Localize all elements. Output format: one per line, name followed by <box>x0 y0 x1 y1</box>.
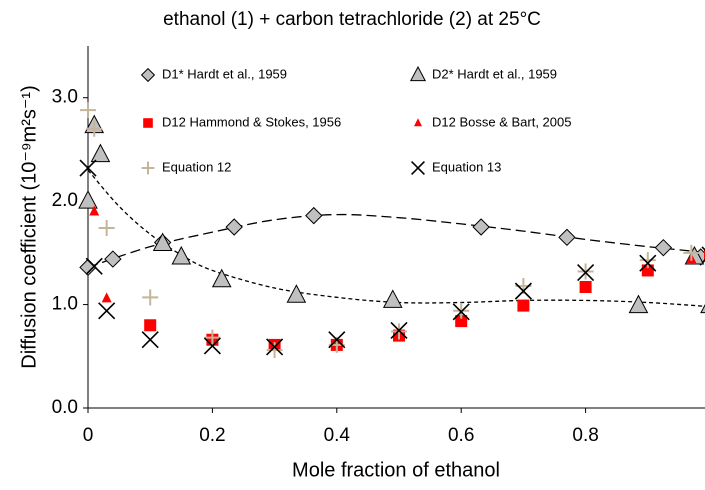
y-tick-label: 0.0 <box>52 397 78 418</box>
x-point <box>203 337 221 355</box>
x-point <box>79 159 97 177</box>
triangle-point <box>700 303 705 314</box>
x-point <box>639 254 657 272</box>
x-point <box>390 321 408 339</box>
triangle-point <box>628 294 649 314</box>
legend-label: D2* Hardt et al., 1959 <box>432 66 557 81</box>
plus-point <box>86 120 103 137</box>
legend-marker <box>409 65 427 82</box>
x-point <box>514 282 532 300</box>
plus-point <box>204 329 221 346</box>
plus-point <box>683 244 700 261</box>
legend-label: D1* Hardt et al., 1959 <box>162 66 287 81</box>
triangle-point <box>78 190 98 209</box>
x-point <box>577 263 595 282</box>
fit-curve <box>87 213 705 268</box>
x-axis-label: Mole fraction of ethanol <box>292 459 500 481</box>
plus-point <box>142 289 159 306</box>
legend-marker <box>143 118 153 128</box>
legend-label: D12 Bosse & Bart, 2005 <box>432 114 571 129</box>
legend-marker <box>141 161 155 175</box>
triangle-point <box>382 289 403 308</box>
diamond-point <box>225 218 243 236</box>
plus-point <box>639 252 656 269</box>
x-tick-label: 0 <box>83 425 94 446</box>
chart-title: ethanol (1) + carbon tetrachloride (2) a… <box>163 9 541 30</box>
diamond-point <box>472 218 490 236</box>
square-point <box>144 319 157 332</box>
legend-marker <box>411 161 425 175</box>
diamond-point <box>305 206 323 225</box>
legend-label: D12 Hammond & Stokes, 1956 <box>162 114 341 129</box>
triangle-point <box>152 232 173 252</box>
x-point <box>328 331 346 349</box>
legend-marker <box>414 118 422 127</box>
plus-point <box>80 102 96 119</box>
square-point <box>641 264 654 277</box>
x-point <box>266 338 284 356</box>
y-tick-label: 2.0 <box>52 190 78 211</box>
x-point <box>141 331 159 349</box>
x-tick-label: 0.2 <box>199 425 225 446</box>
square-point <box>455 315 468 328</box>
x-point <box>98 302 116 320</box>
plus-point <box>98 220 115 237</box>
triangle-point <box>101 292 112 303</box>
x-point <box>452 303 470 321</box>
y-tick-label: 3.0 <box>52 87 78 108</box>
legend-label: Equation 13 <box>432 159 501 174</box>
x-tick-label: 0.6 <box>448 425 474 446</box>
triangle-point <box>286 284 307 303</box>
y-axis-label: Diffusion coefficient (10⁻⁹m²s⁻¹) <box>18 85 40 368</box>
diamond-point <box>558 228 576 247</box>
diamond-point <box>654 238 673 257</box>
triangle-point <box>90 143 111 163</box>
square-point <box>517 299 530 312</box>
legend-label: Equation 12 <box>162 159 231 174</box>
triangle-point <box>171 245 192 265</box>
fit-curve <box>87 169 705 307</box>
x-tick-label: 0.8 <box>572 425 598 446</box>
legend-marker <box>140 67 156 83</box>
diamond-point <box>104 250 122 268</box>
x-tick-label: 0.4 <box>324 425 351 446</box>
y-tick-label: 1.0 <box>52 294 78 315</box>
x-point <box>85 257 103 275</box>
triangle-point <box>89 205 100 216</box>
plus-point <box>266 342 283 359</box>
triangle-point <box>211 268 232 288</box>
square-point <box>579 280 592 293</box>
